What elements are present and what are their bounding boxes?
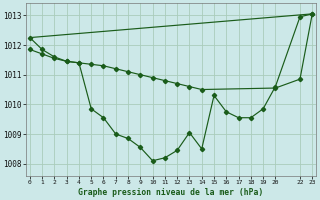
X-axis label: Graphe pression niveau de la mer (hPa): Graphe pression niveau de la mer (hPa) [78,188,264,197]
